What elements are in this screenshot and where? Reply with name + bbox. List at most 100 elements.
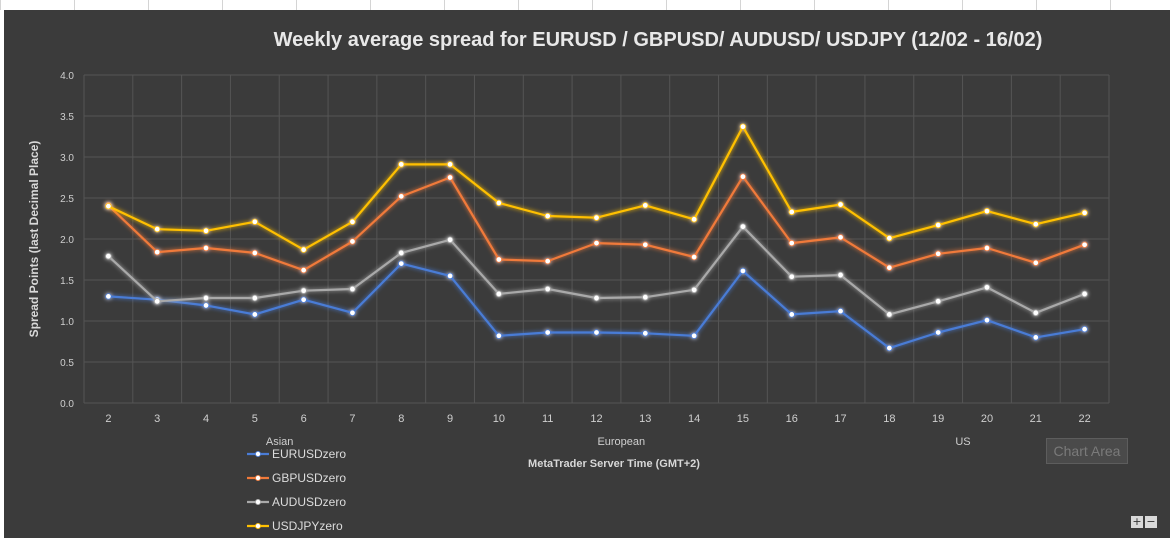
x-tick-label: 11 [542,413,553,425]
legend-swatch-marker [254,523,261,530]
chart-area-tooltip: Chart Area [1046,438,1128,464]
data-point [788,311,795,318]
data-point [886,264,893,271]
data-point [1032,221,1039,228]
data-point [202,244,210,252]
y-tick-label: 1.0 [60,317,74,328]
x-tick-label: 6 [301,413,307,425]
data-point [642,330,649,337]
x-tick-label: 12 [590,413,602,425]
data-point [300,266,307,274]
x-tick-label: 4 [203,413,209,425]
data-point [300,296,307,303]
data-point [251,218,259,225]
data-point [251,249,259,257]
data-point [739,173,747,180]
data-point [202,302,210,309]
data-point [837,307,844,315]
x-tick-label: 5 [252,413,258,425]
x-tick-label: 13 [639,413,651,425]
data-point [837,271,844,279]
data-point [300,287,307,294]
chart-title: Weekly average spread for EURUSD / GBPUS… [274,29,1043,51]
x-tick-label: 10 [493,413,505,425]
data-point [886,344,893,352]
legend-label: EURUSDzero [272,447,346,461]
data-point [154,225,161,233]
x-tick-label: 15 [737,413,749,425]
x-axis-title: MetaTrader Server Time (GMT+2) [528,458,700,470]
data-point [593,239,600,247]
data-point [739,223,747,230]
legend-item: GBPUSDzero [247,471,346,485]
x-tick-label: 3 [154,413,160,425]
data-point [105,253,112,260]
data-point [495,290,503,298]
data-point [398,193,405,200]
data-point [642,294,649,301]
data-point [934,298,942,305]
data-point [1032,309,1039,316]
x-tick-label: 7 [349,413,355,425]
data-point [1032,259,1039,266]
chart-area[interactable]: Weekly average spread for EURUSD / GBPUS… [4,10,1170,538]
series-usdjpyzero [105,123,1088,253]
data-point [544,329,551,336]
legend-item: USDJPYzero [247,519,343,533]
data-point [690,286,698,294]
data-point [495,199,503,207]
data-point [739,123,747,130]
data-point [934,221,942,229]
data-point [690,332,698,339]
x-tick-label: 2 [105,413,111,425]
data-point [690,253,698,261]
legend-item: AUDUSDzero [247,495,346,509]
data-point [1081,209,1088,216]
legend-item: EURUSDzero [247,447,346,461]
data-point [1081,241,1088,248]
data-point [983,284,991,291]
data-point [1081,326,1088,333]
y-tick-label: 0.0 [60,399,74,410]
data-point [105,293,112,300]
y-tick-label: 2.5 [60,194,74,205]
data-point [983,316,991,324]
data-point [544,257,551,265]
data-point [642,202,649,209]
data-point [593,329,600,336]
data-point [398,249,405,257]
data-point [251,294,259,302]
legend-label: GBPUSDzero [272,471,346,485]
data-point [495,332,503,339]
session-label: US [955,436,970,448]
data-point [398,161,405,168]
zoom-out-button[interactable]: − [1145,515,1157,528]
x-tick-label: 18 [883,413,895,425]
data-point [788,208,795,216]
data-point [886,234,893,242]
data-point [349,218,356,225]
data-point [349,238,356,245]
x-tick-label: 9 [447,413,453,425]
x-tick-label: 21 [1030,413,1042,425]
data-point [154,298,161,305]
data-point [593,294,600,302]
x-tick-label: 14 [688,413,700,425]
data-point [886,311,893,318]
legend-swatch-marker [254,498,261,505]
legend-label: AUDUSDzero [272,495,346,509]
x-tick-label: 19 [932,413,944,425]
data-point [446,236,454,244]
data-point [934,250,942,257]
data-point [642,241,649,248]
zoom-in-button[interactable]: + [1131,515,1143,528]
series-audusdzero [105,223,1088,318]
data-point [690,216,698,223]
data-point [934,329,942,336]
data-point [202,294,210,302]
y-tick-label: 4.0 [60,71,74,82]
data-point [593,214,600,221]
data-point [349,285,356,293]
legend-swatch-marker [254,450,261,457]
